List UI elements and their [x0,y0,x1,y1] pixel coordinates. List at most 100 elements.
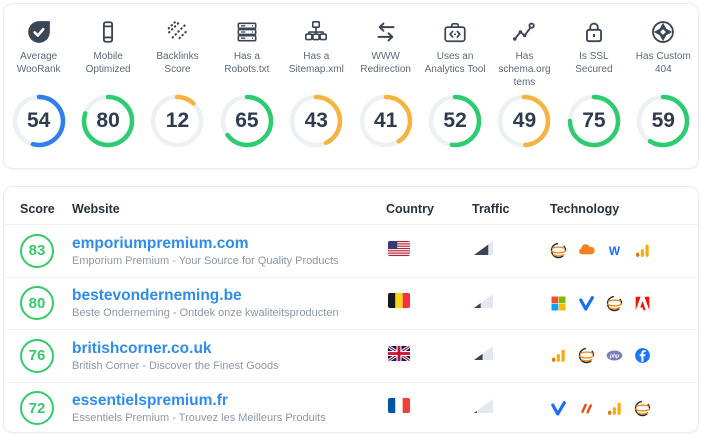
column-header-traffic: Traffic [472,201,510,216]
score-gauge: 43 [288,93,344,149]
php-icon: php [606,347,623,364]
globe-orange-icon [578,347,595,364]
metric-label: Uses an Analytics Tool [424,51,486,76]
score-gauge: 49 [496,93,552,149]
column-header-website: Website [72,201,120,216]
score-badge: 76 [20,338,54,373]
webflow-icon: W [606,242,623,259]
technology-icons [548,400,698,417]
gauge-value: 41 [374,109,398,132]
metric-label: Has a Robots.txt [224,51,270,76]
metric-label: Mobile Optimized [85,51,131,76]
gauge-value: 52 [443,109,467,132]
website-description: Beste Onderneming - Ontdek onze kwalitei… [72,307,339,320]
website-description: Emporium Premium - Your Source for Quali… [72,254,339,267]
traffic-level-icon [474,241,493,256]
google-analytics-icon [634,242,651,259]
analytics-toolbox-icon [442,17,468,47]
score-gauge: 41 [358,93,414,149]
schema-chart-icon [511,17,537,47]
website-link[interactable]: britishcorner.co.uk [72,339,212,357]
robots-server-icon [234,17,260,47]
adobe-icon [634,295,651,312]
table-row[interactable]: 83 emporiumpremium.com Emporium Premium … [4,224,698,277]
metric-label: Average WooRank [16,51,61,76]
score-gauge: 80 [80,93,136,149]
woorank-check-icon [26,17,52,47]
score-badge: 72 [20,391,54,426]
table-header-row: Score Website Country Traffic Technology [4,187,698,224]
metric-label: Backlinks Score [156,51,199,76]
metric-label: Has schema.org tems [498,51,551,89]
blue-check-icon [578,295,595,312]
column-header-country: Country [386,201,434,216]
google-analytics-icon [550,347,567,364]
website-link[interactable]: emporiumpremium.com [72,234,249,252]
blue-check-icon [550,400,567,417]
table-row[interactable]: 80 bestevonderneming.be Beste Ondernemin… [4,276,698,330]
gauge-value: 49 [512,109,537,132]
metrics-card: Average WooRank 54 Mobile Optimized 80 B… [3,3,699,169]
traffic-level-icon [474,346,493,361]
gauge-value: 43 [304,109,328,132]
score-gauge: 12 [149,93,205,149]
svg-text:php: php [609,354,619,360]
score-gauge: 54 [11,93,67,149]
facebook-icon [634,347,651,364]
website-description: British Corner - Discover the Finest Goo… [72,359,279,372]
technology-icons [548,295,698,312]
backlinks-hatch-icon [164,17,190,47]
metric-has-sitemap-xml: Has a Sitemap.xml 43 [282,17,351,168]
technology-icons: W [548,242,698,259]
red-slashes-icon [578,400,595,417]
be-flag-icon [388,293,410,309]
globe-orange-icon [634,400,651,417]
score-gauge: 59 [635,93,691,149]
fr-flag-icon [388,398,410,414]
metric-label: WWW Redirection [360,51,411,76]
svg-text:W: W [609,244,621,258]
ssl-lock-icon [581,17,607,47]
metric-www-redirection: WWW Redirection 41 [351,17,420,168]
metric-uses-analytics-tool: Uses an Analytics Tool 52 [420,17,489,168]
table-row[interactable]: 76 britishcorner.co.uk British Corner - … [4,329,698,382]
table-row[interactable]: 72 essentielspremium.fr Essentiels Premi… [4,381,698,435]
metric-has-robots-txt: Has a Robots.txt 65 [212,17,281,168]
gb-flag-icon [388,345,410,361]
column-header-technology: Technology [550,201,620,216]
microsoft-icon [550,295,567,312]
score-gauge: 75 [566,93,622,149]
website-link[interactable]: essentielspremium.fr [72,392,228,410]
mobile-icon [95,17,121,47]
gauge-value: 12 [165,109,190,132]
technology-icons: php [548,347,698,364]
website-link[interactable]: bestevonderneming.be [72,287,242,305]
globe-orange-icon [606,295,623,312]
gauge-value: 80 [96,109,120,132]
traffic-level-icon [474,398,493,413]
column-header-score: Score [20,201,55,216]
cloudflare-icon [578,242,595,259]
us-flag-icon [388,240,410,256]
gauge-value: 54 [27,109,51,132]
google-analytics-icon [606,400,623,417]
sitemap-icon [303,17,329,47]
metric-has-custom-404: Has Custom 404 59 [629,17,698,168]
metric-backlinks-score: Backlinks Score 12 [143,17,212,168]
metric-label: Is SSL Secured [575,51,613,76]
score-badge: 80 [20,286,54,321]
gauge-value: 75 [582,109,606,132]
metric-average-woorank: Average WooRank 54 [4,17,73,168]
custom-404-icon [650,17,676,47]
globe-orange-icon [550,242,567,259]
metric-label: Has a Sitemap.xml [288,51,344,76]
metric-has-schema-org: Has schema.org tems 49 [490,17,559,168]
metric-label: Has Custom 404 [635,51,691,76]
website-description: Essentiels Premium - Trouvez les Meilleu… [72,412,326,425]
gauge-value: 59 [651,109,675,132]
websites-table-card: Score Website Country Traffic Technology… [3,186,699,433]
score-badge: 83 [20,233,54,268]
score-gauge: 52 [427,93,483,149]
metric-is-ssl-secured: Is SSL Secured 75 [559,17,628,168]
metric-mobile-optimized: Mobile Optimized 80 [73,17,142,168]
